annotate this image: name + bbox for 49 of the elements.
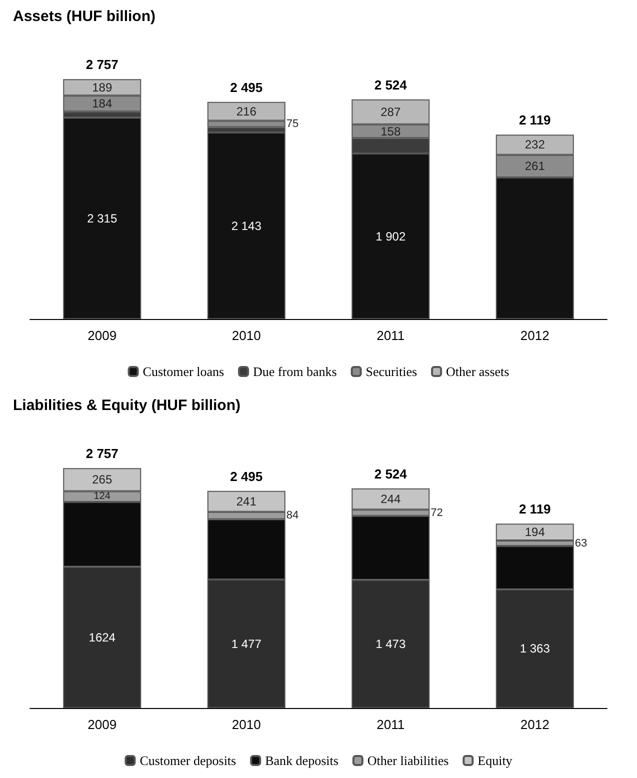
- legend-label: Securities: [366, 364, 418, 379]
- total-label: 2 757: [86, 446, 118, 462]
- data-label: 63: [574, 537, 588, 550]
- data-label: 72: [430, 506, 443, 519]
- legend-label: Equity: [478, 753, 513, 768]
- data-label: 265: [92, 472, 112, 487]
- data-label: 124: [94, 491, 111, 502]
- total-label: 2 119: [518, 502, 551, 517]
- data-label: 158: [380, 124, 401, 138]
- legend-label: Due from banks: [253, 364, 337, 379]
- data-label: 1 902: [376, 229, 406, 244]
- chart-title: Liabilities & Equity (HUF billion): [13, 397, 240, 414]
- data-label: 84: [286, 510, 299, 522]
- total-label: 2 524: [374, 466, 408, 482]
- x-tick-label: 2010: [232, 717, 261, 732]
- x-tick-label: 2012: [520, 328, 550, 343]
- data-label: 184: [92, 96, 112, 111]
- x-tick-label: 2009: [88, 328, 117, 343]
- x-tick-label: 2011: [376, 717, 405, 732]
- data-label: 2 315: [87, 211, 118, 226]
- data-label: 287: [380, 104, 401, 119]
- data-label: 1 473: [376, 636, 406, 651]
- data-label: 216: [236, 104, 257, 118]
- x-tick-label: 2012: [520, 717, 550, 732]
- data-label: 244: [380, 492, 401, 506]
- legend-label: Other assets: [446, 364, 510, 379]
- total-label: 2 495: [230, 80, 263, 95]
- data-label: 1 477: [231, 636, 262, 651]
- legend-label: Customer deposits: [140, 753, 236, 768]
- x-tick-label: 2009: [88, 717, 117, 732]
- total-label: 2 757: [86, 57, 118, 72]
- legend-label: Bank deposits: [265, 753, 338, 768]
- data-label: 1624: [88, 630, 116, 644]
- data-label: 261: [524, 159, 546, 174]
- chart-title: Assets (HUF billion): [13, 8, 156, 25]
- x-tick-label: 2010: [232, 328, 261, 343]
- data-label: 232: [524, 138, 546, 152]
- x-tick-label: 2011: [376, 328, 405, 343]
- legend-label: Other liabilities: [367, 753, 449, 768]
- total-label: 2 119: [518, 112, 551, 128]
- data-label: 189: [92, 80, 112, 94]
- data-label: 2 143: [231, 218, 262, 233]
- data-label: 1 363: [520, 642, 550, 656]
- total-label: 2 524: [374, 77, 408, 92]
- total-label: 2 495: [230, 468, 263, 484]
- data-label: 194: [524, 525, 546, 540]
- legend-label: Customer loans: [142, 364, 224, 379]
- data-label: 75: [286, 118, 299, 130]
- data-label: 241: [236, 494, 257, 508]
